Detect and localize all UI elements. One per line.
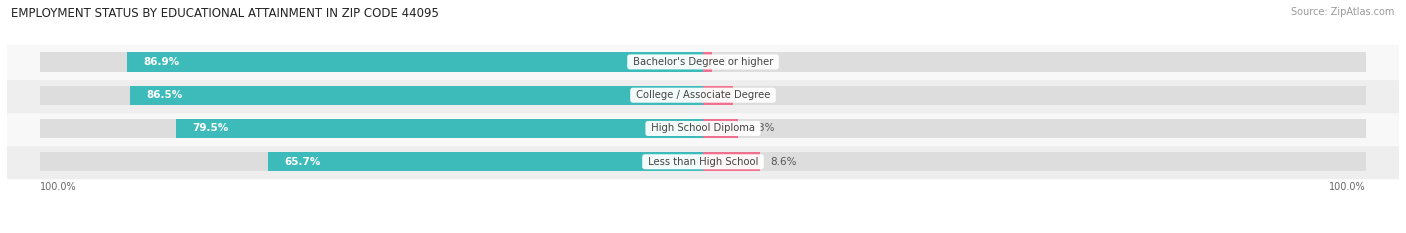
Bar: [41, 152, 1365, 171]
Bar: [7, 45, 1399, 79]
Bar: [41, 86, 1365, 105]
Bar: [703, 86, 734, 105]
Text: 86.5%: 86.5%: [146, 90, 183, 100]
Bar: [703, 119, 738, 138]
Text: 4.6%: 4.6%: [744, 90, 770, 100]
Bar: [41, 52, 1365, 72]
Text: 5.3%: 5.3%: [748, 123, 775, 134]
Text: 79.5%: 79.5%: [193, 123, 229, 134]
Bar: [7, 112, 1399, 145]
Bar: [703, 52, 713, 72]
Text: Source: ZipAtlas.com: Source: ZipAtlas.com: [1291, 7, 1395, 17]
Bar: [127, 52, 703, 72]
Text: EMPLOYMENT STATUS BY EDUCATIONAL ATTAINMENT IN ZIP CODE 44095: EMPLOYMENT STATUS BY EDUCATIONAL ATTAINM…: [11, 7, 439, 20]
Text: 100.0%: 100.0%: [1329, 182, 1365, 192]
Text: 65.7%: 65.7%: [284, 157, 321, 167]
Text: Less than High School: Less than High School: [645, 157, 761, 167]
Text: 8.6%: 8.6%: [770, 157, 796, 167]
Bar: [267, 152, 703, 171]
Text: 1.4%: 1.4%: [723, 57, 749, 67]
Text: High School Diploma: High School Diploma: [648, 123, 758, 134]
Bar: [7, 79, 1399, 112]
Bar: [7, 145, 1399, 178]
Text: Bachelor's Degree or higher: Bachelor's Degree or higher: [630, 57, 776, 67]
Bar: [176, 119, 703, 138]
Text: 100.0%: 100.0%: [41, 182, 77, 192]
Bar: [129, 86, 703, 105]
Text: 86.9%: 86.9%: [143, 57, 180, 67]
Bar: [703, 152, 761, 171]
Text: College / Associate Degree: College / Associate Degree: [633, 90, 773, 100]
Bar: [41, 119, 1365, 138]
